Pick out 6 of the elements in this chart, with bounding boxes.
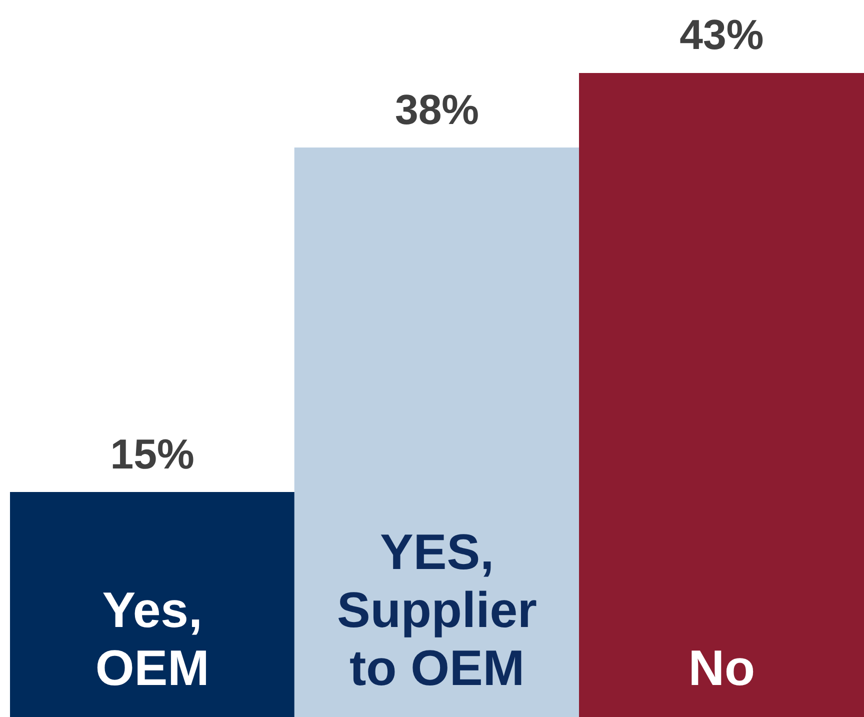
x-tick-label: No <box>688 640 755 696</box>
x-tick-label: Yes, OEM <box>95 582 210 696</box>
data-label: 38% <box>394 86 480 133</box>
data-label: 15% <box>110 430 194 478</box>
data-label: 43% <box>680 11 764 58</box>
x-tick-label: YES, Supplier to OEM <box>336 524 538 696</box>
